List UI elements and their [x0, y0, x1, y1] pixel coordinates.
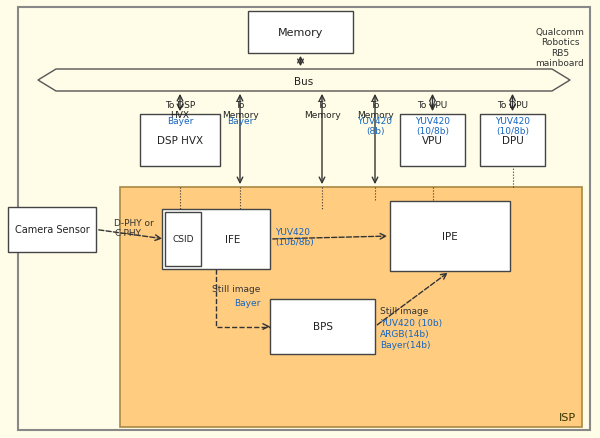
Text: DPU: DPU	[502, 136, 523, 146]
Text: BPS: BPS	[313, 322, 332, 332]
Text: Still image: Still image	[212, 285, 260, 294]
Text: YUV420 (10b): YUV420 (10b)	[380, 318, 442, 327]
Text: Bayer(14b): Bayer(14b)	[380, 340, 431, 349]
Text: Qualcomm
Robotics
RB5
mainboard: Qualcomm Robotics RB5 mainboard	[536, 28, 584, 68]
Text: To
Memory: To Memory	[356, 101, 394, 120]
Text: To VPU: To VPU	[418, 101, 448, 110]
Text: Bus: Bus	[295, 77, 314, 87]
Text: YUV420
(10b/8b): YUV420 (10b/8b)	[275, 227, 314, 247]
Text: Still image: Still image	[380, 306, 428, 315]
Text: Camera Sensor: Camera Sensor	[14, 225, 89, 235]
Text: Bayer: Bayer	[167, 117, 193, 126]
Text: IFE: IFE	[224, 234, 240, 244]
Bar	[400, 115, 465, 166]
Bar	[165, 212, 201, 266]
Text: IPE: IPE	[442, 231, 458, 241]
Text: YUV420
(8b): YUV420 (8b)	[358, 117, 392, 136]
Text: Bayer: Bayer	[227, 117, 253, 126]
Text: Bayer: Bayer	[233, 299, 260, 308]
Bar	[8, 208, 96, 252]
Text: ISP: ISP	[559, 412, 575, 422]
Text: To DSP
HVX: To DSP HVX	[165, 101, 195, 120]
Text: To
Memory: To Memory	[221, 101, 259, 120]
Text: ARGB(14b): ARGB(14b)	[380, 329, 430, 338]
Text: YUV420
(10/8b): YUV420 (10/8b)	[495, 117, 530, 136]
Bar	[162, 209, 270, 269]
Bar	[120, 187, 582, 427]
Text: VPU: VPU	[422, 136, 443, 146]
Text: D-PHY or
C-PHY: D-PHY or C-PHY	[114, 218, 154, 238]
Bar	[390, 201, 510, 272]
Text: DSP HVX: DSP HVX	[157, 136, 203, 146]
Text: Memory: Memory	[278, 28, 323, 38]
Bar	[270, 299, 375, 354]
Text: To DPU: To DPU	[497, 101, 528, 110]
Text: YUV420
(10/8b): YUV420 (10/8b)	[415, 117, 450, 136]
Bar	[248, 12, 353, 54]
Polygon shape	[38, 70, 570, 92]
Text: To
Memory: To Memory	[304, 101, 340, 120]
Bar	[140, 115, 220, 166]
Bar	[480, 115, 545, 166]
Text: CSID: CSID	[172, 235, 194, 244]
